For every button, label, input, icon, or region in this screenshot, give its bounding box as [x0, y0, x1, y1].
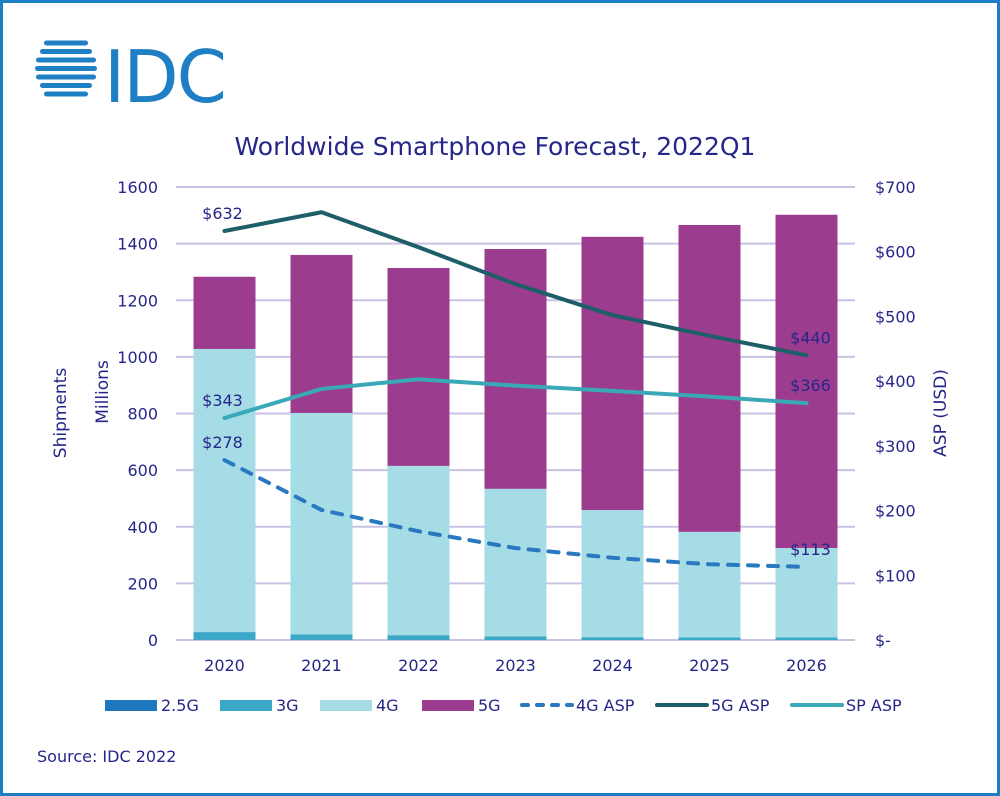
y-axis-label: Millions	[93, 360, 113, 424]
bar-4G-2023	[484, 488, 547, 637]
y2-tick-label: $-	[875, 631, 891, 650]
legend-label: 5G ASP	[711, 696, 770, 715]
data-label: $343	[202, 391, 243, 410]
bar-3G-2020	[193, 632, 256, 640]
y2-tick-label: $600	[875, 243, 916, 262]
bar-4G-2025	[678, 531, 741, 638]
bar-3G-2022	[387, 635, 450, 640]
y-tick-label: 1200	[117, 291, 158, 310]
legend-swatch	[105, 700, 157, 711]
data-label: $278	[202, 433, 243, 452]
x-tick-label: 2025	[689, 656, 730, 675]
legend-label: 4G ASP	[576, 696, 635, 715]
y2-tick-label: $700	[875, 178, 916, 197]
bar-3G-2024	[581, 637, 644, 640]
y2-tick-label: $200	[875, 502, 916, 521]
bar-4G-2026	[775, 547, 838, 638]
logo-stripe	[35, 66, 97, 71]
logo-stripe	[36, 57, 96, 63]
legend-swatch	[422, 700, 474, 711]
y-tick-label: 0	[148, 631, 158, 650]
bar-3G-2021	[290, 634, 353, 640]
data-label: $440	[790, 328, 831, 347]
y2-tick-label: $300	[875, 437, 916, 456]
bar-4G-2021	[290, 412, 353, 635]
x-tick-label: 2022	[398, 656, 439, 675]
logo-text: IDC	[104, 35, 225, 119]
legend-label: SP ASP	[846, 696, 902, 715]
logo-stripe	[44, 40, 88, 46]
legend-label: 4G	[376, 696, 399, 715]
legend-swatch	[220, 700, 272, 711]
bar-3G-2025	[678, 637, 741, 640]
y-tick-label: 800	[127, 405, 158, 424]
logo-stripe	[36, 74, 96, 80]
y2-tick-label: $400	[875, 372, 916, 391]
y-tick-label: 1400	[117, 235, 158, 254]
source-note: Source: IDC 2022	[37, 747, 176, 766]
data-label: $366	[790, 376, 831, 395]
x-tick-label: 2021	[301, 656, 342, 675]
bar-4G-2024	[581, 510, 644, 638]
logo-stripe	[44, 91, 88, 97]
y-axis-label: Shipments	[51, 368, 71, 459]
bar-5G-2024	[581, 236, 644, 511]
bar-3G-2026	[775, 637, 838, 640]
idc-logo: IDC	[35, 35, 227, 119]
data-label: $113	[790, 540, 831, 559]
bar-4G-2022	[387, 465, 450, 636]
chart-title: Worldwide Smartphone Forecast, 2022Q1	[235, 132, 756, 161]
bar-5G-2026	[775, 214, 838, 548]
y-tick-label: 400	[127, 518, 158, 537]
bar-4G-2020	[193, 348, 256, 633]
bar-3G-2023	[484, 636, 547, 640]
bar-5G-2025	[678, 224, 741, 532]
bar-5G-2022	[387, 267, 450, 466]
y-tick-label: 1600	[117, 178, 158, 197]
legend-swatch	[320, 700, 372, 711]
data-label: $632	[202, 204, 243, 223]
y-tick-label: 1000	[117, 348, 158, 367]
x-tick-label: 2020	[204, 656, 245, 675]
y2-tick-label: $500	[875, 307, 916, 326]
legend-label: 3G	[276, 696, 299, 715]
y2-tick-label: $100	[875, 566, 916, 585]
y2-axis-label: ASP (USD)	[931, 369, 951, 457]
legend-label: 5G	[478, 696, 501, 715]
x-tick-label: 2024	[592, 656, 633, 675]
legend-label: 2.5G	[161, 696, 199, 715]
logo-stripe	[40, 83, 92, 88]
y-tick-label: 200	[127, 574, 158, 593]
x-tick-label: 2026	[786, 656, 827, 675]
bar-5G-2020	[193, 276, 256, 349]
logo-stripe	[40, 49, 92, 54]
x-tick-label: 2023	[495, 656, 536, 675]
y-tick-label: 600	[127, 461, 158, 480]
